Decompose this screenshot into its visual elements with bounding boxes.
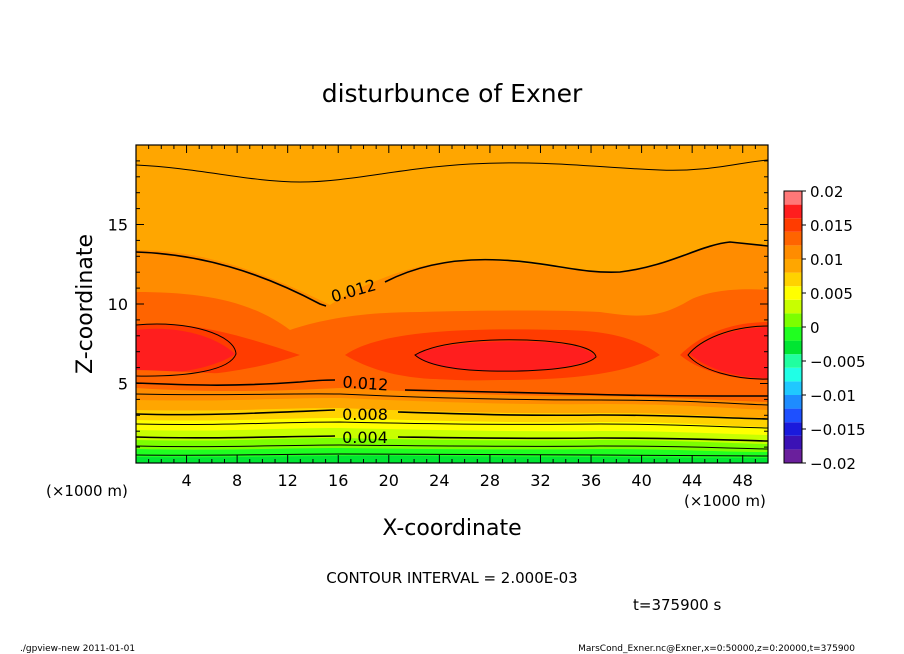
x-unit-left: (×1000 m) bbox=[46, 482, 128, 500]
colorbar-tick-label: 0.015 bbox=[810, 217, 853, 235]
colorbar-swatch bbox=[784, 299, 802, 314]
band-0.014-mid bbox=[415, 341, 595, 372]
contour-0.002-lower bbox=[136, 444, 768, 450]
x-tick-label: 32 bbox=[530, 471, 550, 490]
chart-title: disturbunce of Exner bbox=[322, 79, 583, 108]
colorbar-swatch bbox=[784, 231, 802, 246]
x-axis-ticks: 4 8 12 16 20 24 28 32 36 40 44 48 bbox=[148, 145, 756, 490]
y-tick-label: 15 bbox=[108, 216, 128, 235]
y-axis-ticks: 5 10 15 bbox=[108, 160, 768, 448]
colorbar-swatch bbox=[784, 218, 802, 232]
colorbar-swatch bbox=[784, 286, 802, 300]
x-tick-label: 12 bbox=[278, 471, 298, 490]
colorbar-swatch bbox=[784, 381, 802, 395]
contour-0.004-a bbox=[136, 435, 768, 442]
band-0.014-right bbox=[690, 327, 768, 378]
x-tick-label: 40 bbox=[631, 471, 651, 490]
colorbar-swatch bbox=[784, 354, 802, 368]
contour-0.012-lower bbox=[136, 379, 768, 397]
contour-0.006-lower bbox=[136, 421, 768, 429]
contour-label-008: 0.008 bbox=[342, 405, 388, 424]
x-tick-label: 24 bbox=[429, 471, 449, 490]
colorbar-swatch bbox=[784, 259, 802, 273]
x-tick-label: 44 bbox=[682, 471, 702, 490]
x-tick-label: 48 bbox=[733, 471, 753, 490]
contour-0.010-lower bbox=[136, 393, 768, 406]
colorbar-swatch bbox=[784, 435, 802, 450]
colorbar-swatch bbox=[784, 272, 802, 287]
contour-interval-note: CONTOUR INTERVAL = 2.000E-03 bbox=[326, 569, 577, 587]
footer-right: MarsCond_Exner.nc@Exner,x=0:50000,z=0:20… bbox=[578, 644, 855, 654]
contour-0.014-right bbox=[687, 325, 768, 380]
colorbar-swatch bbox=[784, 313, 802, 327]
color-bands bbox=[136, 242, 768, 463]
contour-0.006-top bbox=[136, 159, 768, 183]
colorbar bbox=[784, 191, 802, 463]
contour-0.014-mid bbox=[414, 339, 597, 372]
colorbar-ticks: 0.02 0.015 0.01 0.005 0 −0.005 −0.01 −0.015 −0.0… bbox=[802, 183, 866, 473]
contour-0.012-upper bbox=[136, 241, 768, 307]
colorbar-swatch bbox=[784, 422, 802, 436]
y-axis-label: Z-coordinate bbox=[73, 234, 98, 374]
x-unit-right: (×1000 m) bbox=[684, 492, 766, 510]
contour-0.000 bbox=[136, 453, 768, 457]
x-tick-label: 28 bbox=[480, 471, 500, 490]
colorbar-swatch bbox=[784, 367, 802, 382]
colorbar-tick-label: 0 bbox=[810, 319, 820, 337]
colorbar-tick-label: 0.02 bbox=[810, 183, 843, 201]
y-tick-label: 10 bbox=[108, 295, 128, 314]
x-tick-label: 16 bbox=[328, 471, 348, 490]
footer-left: ./gpview-new 2011-01-01 bbox=[20, 644, 135, 654]
contour-lines bbox=[136, 159, 768, 457]
colorbar-tick-label: −0.01 bbox=[810, 387, 856, 405]
plot-area bbox=[136, 145, 768, 463]
colorbar-swatch bbox=[784, 204, 802, 219]
colorbar-swatch bbox=[784, 395, 802, 409]
band-0.014-left bbox=[136, 328, 235, 375]
colorbar-swatch bbox=[784, 408, 802, 423]
y-tick-label: 5 bbox=[118, 375, 128, 394]
x-tick-label: 4 bbox=[181, 471, 191, 490]
contour-0.008-a bbox=[136, 409, 768, 420]
colorbar-swatch bbox=[784, 449, 802, 463]
x-axis-label: X-coordinate bbox=[382, 516, 521, 541]
colorbar-tick-label: −0.005 bbox=[810, 353, 866, 371]
contour-label-lower: 0.012 bbox=[342, 372, 389, 394]
colorbar-swatch bbox=[784, 245, 802, 259]
colorbar-tick-label: −0.02 bbox=[810, 455, 856, 473]
contour-label-004: 0.004 bbox=[342, 428, 388, 447]
colorbar-swatch bbox=[784, 327, 802, 341]
colorbar-tick-label: −0.015 bbox=[810, 421, 866, 439]
x-tick-label: 36 bbox=[581, 471, 601, 490]
x-tick-label: 20 bbox=[379, 471, 399, 490]
time-label: t=375900 s bbox=[633, 596, 721, 614]
contour-0.014-left bbox=[136, 323, 237, 377]
colorbar-swatch bbox=[784, 191, 802, 205]
x-tick-label: 8 bbox=[232, 471, 242, 490]
colorbar-tick-label: 0.005 bbox=[810, 285, 853, 303]
colorbar-tick-label: 0.01 bbox=[810, 251, 843, 269]
colorbar-swatch bbox=[784, 340, 802, 355]
